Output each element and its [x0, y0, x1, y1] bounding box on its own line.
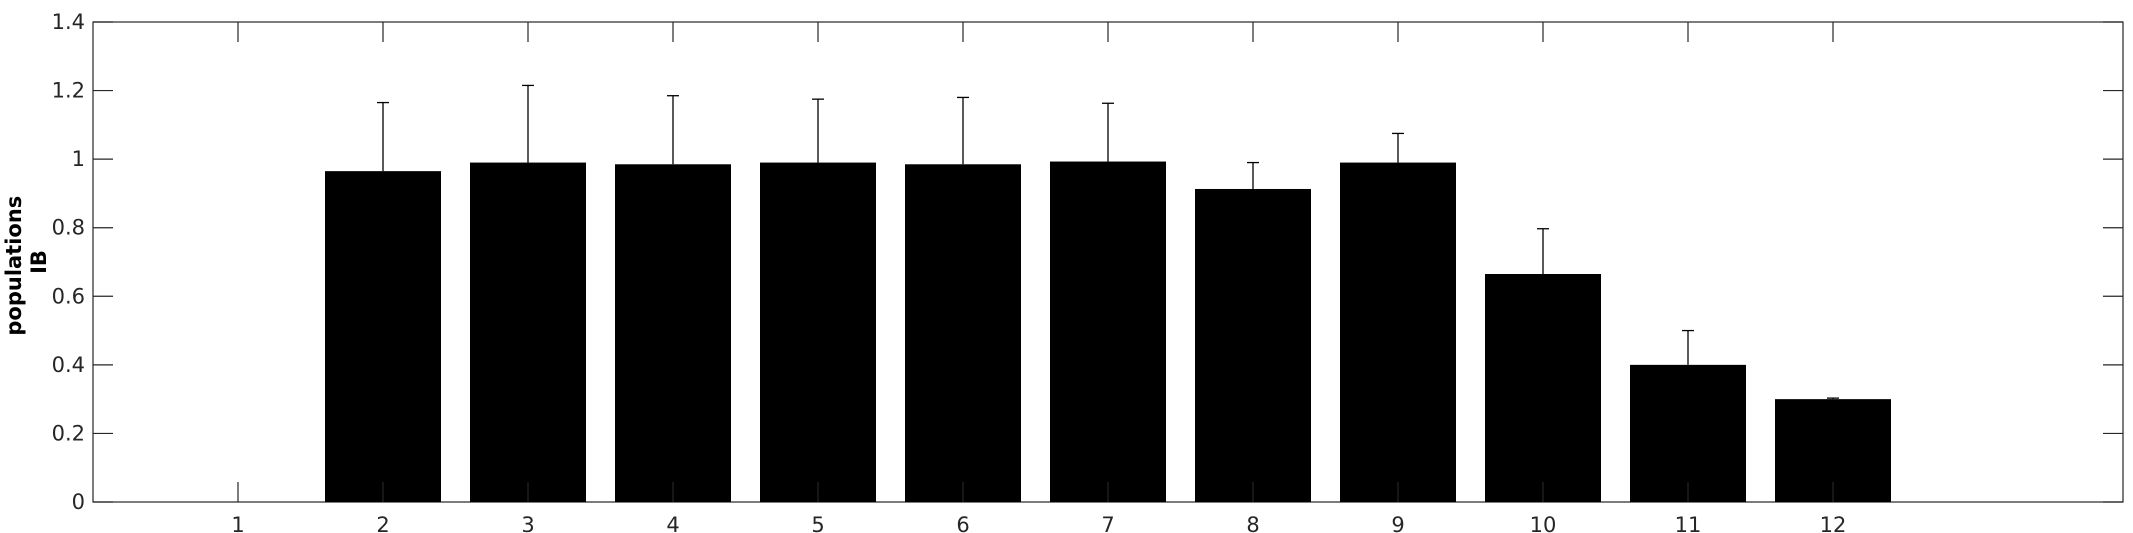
y-tick-label-0.4: 0.4: [52, 353, 85, 377]
bar-6: [905, 164, 1021, 503]
x-axis-ticks: 1 2 3 4 5 6 7 8 9 10 11 12: [231, 22, 1846, 533]
x-tick-label-8: 8: [1246, 513, 1259, 533]
bars-group: [325, 161, 1891, 503]
x-tick-label-4: 4: [666, 513, 679, 533]
y-tick-label-0: 0: [72, 490, 85, 514]
x-tick-label-3: 3: [521, 513, 534, 533]
bar-9: [1340, 162, 1456, 503]
bar-8: [1195, 188, 1311, 502]
y-tick-label-0.6: 0.6: [52, 284, 85, 308]
x-tick-label-6: 6: [956, 513, 969, 533]
x-tick-label-2: 2: [376, 513, 389, 533]
x-tick-label-1: 1: [231, 513, 244, 533]
x-tick-label-11: 11: [1675, 513, 1702, 533]
bar-10: [1485, 274, 1601, 502]
y-axis-label-line-1: populations: [2, 196, 26, 336]
x-tick-label-7: 7: [1101, 513, 1114, 533]
y-axis-label-line-2: IB: [27, 250, 51, 274]
y-axis-ticks: 0 0.2 0.4 0.6 0.8 1 1.2 1.4: [52, 10, 2123, 514]
y-tick-label-1.4: 1.4: [52, 10, 85, 34]
bar-4: [615, 164, 731, 503]
x-tick-label-9: 9: [1391, 513, 1404, 533]
x-tick-label-10: 10: [1530, 513, 1557, 533]
y-tick-label-1.2: 1.2: [52, 79, 85, 103]
bar-2: [325, 171, 441, 502]
y-tick-label-0.2: 0.2: [52, 421, 85, 445]
y-tick-label-1: 1: [72, 147, 85, 171]
bar-11: [1630, 364, 1746, 502]
x-tick-label-5: 5: [811, 513, 824, 533]
bar-3: [470, 162, 586, 503]
bar-7: [1050, 161, 1166, 503]
y-axis-label: populations IB: [2, 188, 51, 335]
y-tick-label-0.8: 0.8: [52, 216, 85, 240]
bar-5: [760, 162, 876, 503]
x-tick-label-12: 12: [1820, 513, 1847, 533]
error-bars-group: [377, 84, 1839, 400]
